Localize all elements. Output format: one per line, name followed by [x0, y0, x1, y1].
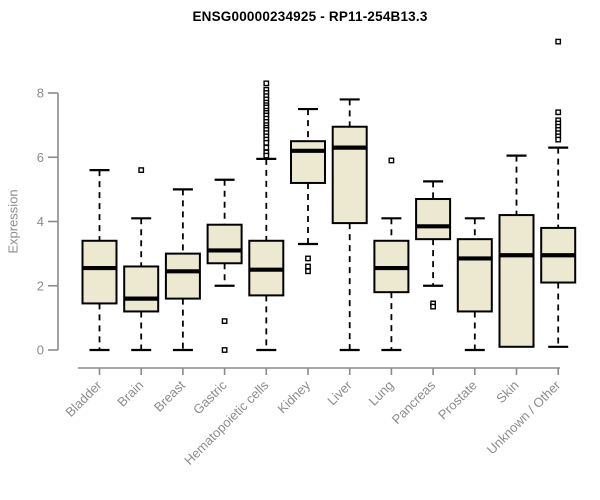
y-tick-label: 6 — [37, 150, 44, 165]
x-tick-label: Gastric — [190, 377, 230, 417]
x-tick-label: Unknown / Other — [484, 377, 564, 457]
box-gastric — [206, 223, 243, 265]
x-tick-label: Prostate — [435, 378, 480, 423]
x-tick-label: Bladder — [62, 377, 105, 420]
outlier-point — [221, 347, 228, 353]
outlier-point — [555, 38, 562, 45]
box-bladder — [81, 239, 118, 305]
outlier-point — [305, 255, 311, 262]
outlier-point — [305, 268, 311, 275]
outlier-point — [221, 318, 228, 324]
box-kidney — [290, 140, 326, 184]
outlier-point — [263, 144, 270, 151]
y-tick-label: 2 — [37, 278, 44, 293]
box-prostate — [456, 238, 493, 313]
box-brain — [123, 265, 160, 313]
x-tick-label: Skin — [493, 378, 521, 406]
outlier-point — [138, 167, 145, 173]
box-pancreas — [415, 198, 452, 241]
outlier-point — [555, 109, 562, 116]
outlier-point — [555, 136, 562, 143]
outlier-point — [388, 157, 395, 164]
box-skin — [498, 214, 535, 348]
x-tick-label: Lung — [365, 378, 396, 409]
x-tick-label: Breast — [151, 377, 188, 414]
x-tick-label: Kidney — [274, 377, 313, 416]
outlier-point — [430, 303, 436, 310]
y-tick-label: 0 — [37, 343, 44, 358]
x-tick-label: Pancreas — [389, 377, 439, 427]
y-tick-label: 8 — [37, 86, 44, 101]
outlier-point — [263, 139, 270, 146]
y-axis-title: Expression — [5, 189, 21, 254]
x-tick-label: Liver — [324, 377, 355, 408]
outlier-point — [263, 152, 270, 159]
outlier-point — [305, 263, 311, 270]
box-liver — [331, 125, 368, 225]
x-tick-label: Brain — [114, 378, 146, 410]
y-tick-label: 4 — [37, 214, 44, 229]
chart-title: ENSG00000234925 - RP11-254B13.3 — [192, 9, 428, 24]
box-breast — [164, 252, 201, 300]
outlier-point — [263, 80, 270, 87]
